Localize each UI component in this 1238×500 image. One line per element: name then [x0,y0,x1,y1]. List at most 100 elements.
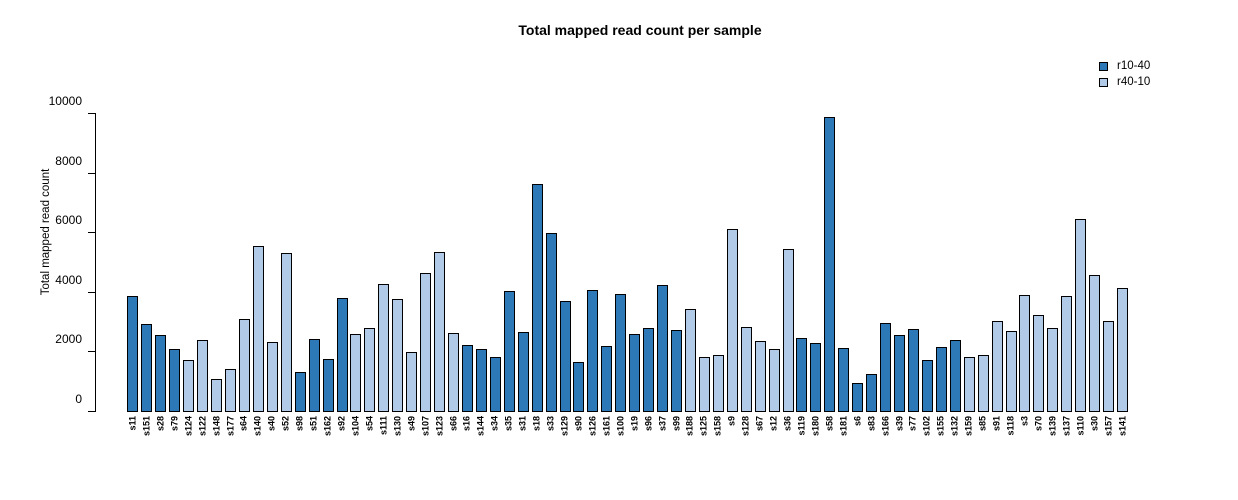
bar-s166 [880,323,892,412]
bar-s140 [252,246,264,412]
legend-row-r40-10: r40-10 [1099,75,1151,89]
bar-slot: s129 [558,114,572,436]
y-tick [88,351,96,353]
bar-slot: s118 [1004,114,1018,436]
bar-slot: s6 [851,114,865,426]
x-tick-label: s16 [461,416,472,432]
bar-s130 [392,298,404,412]
y-tick-label: 6000 [55,213,82,228]
x-tick-label: s128 [740,416,751,437]
bar-slot: s49 [405,114,419,431]
x-tick-label: s110 [1075,416,1086,436]
x-tick-label: s123 [434,416,445,437]
bar-slot: s130 [391,114,405,436]
x-tick-label: s28 [155,416,166,432]
x-tick-label: s33 [545,416,556,432]
bar-s99 [671,329,683,412]
x-tick-label: s19 [629,416,640,432]
bar-s161 [601,345,613,412]
x-tick-label: s157 [1103,416,1114,437]
bar-slot: s33 [544,114,558,431]
x-tick-label: s141 [1117,416,1128,437]
bar-s132 [949,339,961,412]
bar-s36 [782,248,794,412]
bar-slot: s128 [739,114,753,436]
bar-s157 [1103,321,1115,412]
bar-s159 [963,356,975,412]
x-tick-label: s77 [907,416,918,432]
bar-slot: s64 [238,114,252,431]
x-tick-label: s148 [211,416,222,437]
legend-swatch-icon [1099,77,1108,87]
x-tick-label: s96 [643,416,654,432]
bar-slot: s177 [224,114,238,436]
bar-s19 [629,333,641,412]
bar-slot: s34 [488,114,502,431]
x-tick-label: s180 [810,416,821,437]
bar-s39 [894,334,906,412]
bar-slot: s70 [1032,114,1046,431]
bar-slot: s54 [363,114,377,431]
bar-s34 [489,357,501,412]
bar-s70 [1033,315,1045,412]
x-tick-label: s132 [949,416,960,437]
x-tick-label: s111 [378,416,389,436]
bar-slot: s139 [1046,114,1060,436]
bar-slot: s155 [934,114,948,436]
x-tick-label: s30 [1089,416,1100,432]
bar-s67 [754,341,766,412]
bar-slot: s166 [879,114,893,436]
bar-slot: s91 [990,114,1004,431]
bar-s6 [852,382,864,412]
bar-slot: s35 [502,114,516,431]
bar-slot: s180 [809,114,823,436]
bar-slot: s9 [725,114,739,426]
y-tick [88,291,96,293]
bar-slot: s107 [419,114,433,436]
x-tick-label: s6 [852,416,863,427]
bar-s137 [1061,296,1073,412]
bar-s123 [434,252,446,412]
y-tick-label: 8000 [55,153,82,168]
bar-s96 [643,327,655,412]
x-tick-label: s161 [601,416,612,437]
x-tick-label: s159 [963,416,974,437]
bar-s139 [1047,327,1059,412]
bar-slot: s102 [920,114,934,436]
y-tick [88,113,96,114]
x-tick-label: s31 [517,416,528,432]
legend-label: r40-10 [1117,75,1151,88]
bar-slot: s123 [433,114,447,436]
x-tick-label: s137 [1061,416,1072,437]
legend-swatch-icon [1099,62,1108,72]
bar-slot: s110 [1074,114,1088,436]
x-tick-label: s51 [308,416,319,432]
bar-s16 [461,344,473,412]
bar-s107 [420,273,432,412]
x-tick-label: s126 [587,416,598,437]
bar-s91 [991,321,1003,412]
x-tick-label: s140 [252,416,263,437]
x-tick-label: s49 [406,416,417,432]
bar-slot: s77 [907,114,921,431]
bar-slot: s19 [628,114,642,431]
x-tick-label: s124 [183,416,194,437]
x-tick-label: s166 [880,416,891,437]
x-tick-label: s79 [169,416,180,432]
bar-s119 [796,337,808,412]
y-tick [88,232,96,234]
bar-slot: s67 [753,114,767,431]
x-tick-label: s58 [824,416,835,432]
bar-slot: s96 [642,114,656,431]
x-tick-label: s102 [921,416,932,437]
bar-slot: s11 [126,114,140,431]
bar-s31 [517,331,529,412]
x-tick-label: s9 [726,416,737,427]
bar-slot: s30 [1088,114,1102,431]
bar-s49 [406,352,418,412]
bar-slot: s51 [307,114,321,431]
bar-s66 [448,333,460,412]
x-tick-label: s70 [1033,416,1044,432]
bar-slot: s151 [140,114,154,436]
